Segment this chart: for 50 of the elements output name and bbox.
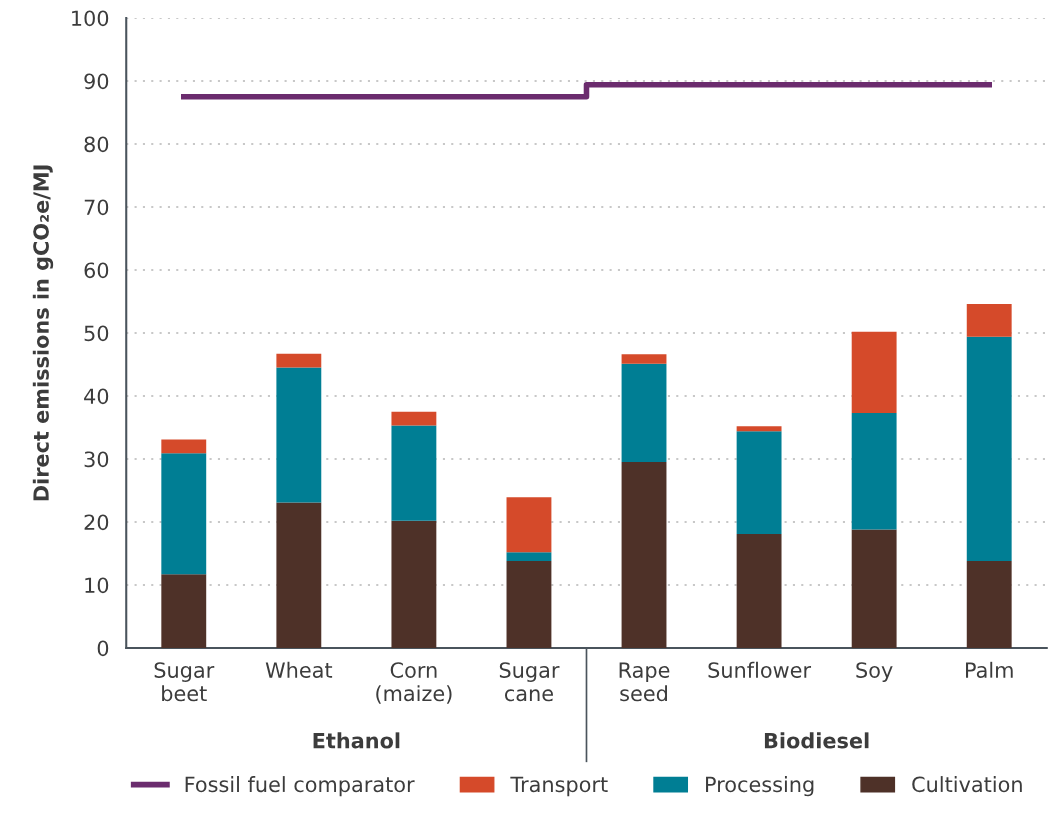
legend-label: Transport: [510, 776, 608, 797]
x-tick-label: Sugar beet: [154, 662, 215, 702]
bar: [621, 354, 667, 364]
bar: [391, 411, 437, 426]
bar: [161, 439, 207, 454]
bar: [621, 363, 667, 463]
legend-label: Processing: [706, 776, 814, 797]
x-tick-label: Corn (maize): [376, 662, 452, 704]
bar: [966, 336, 1012, 561]
y-tick-label: 50: [84, 325, 109, 342]
y-tick-label: 20: [84, 514, 109, 531]
y-axis-title: Direct emissions in gCO₂e/MJ: [32, 165, 54, 501]
x-tick-label: Sugar cane: [499, 662, 560, 702]
bar: [506, 497, 552, 553]
text: Ethanol: [313, 732, 400, 749]
x-tick-label: Soy: [856, 662, 893, 682]
bar: [391, 425, 437, 521]
y-tick-label: 10: [85, 577, 109, 594]
legend-label: Fossil fuel comparator: [185, 776, 415, 797]
bar: [391, 520, 437, 648]
bar: [506, 552, 552, 561]
y-tick-label: 80: [84, 136, 109, 153]
x-tick-label: Palm: [966, 661, 1013, 678]
text: Biodiesel: [764, 732, 869, 749]
bar: [851, 331, 897, 413]
bar: [736, 431, 782, 534]
x-tick-label: Wheat: [265, 661, 333, 678]
y-tick-label: 70: [84, 199, 109, 216]
bar: [276, 367, 322, 503]
y-tick-label: 30: [84, 451, 109, 468]
x-tick-label: Rape seed: [619, 662, 670, 702]
y-tick-label: 90: [84, 73, 109, 90]
bar: [736, 533, 782, 648]
bar: [966, 560, 1012, 648]
bar: [621, 462, 667, 648]
y-tick-label: 40: [84, 388, 109, 405]
x-tick-label: Sunflower: [708, 661, 812, 678]
bar: [161, 453, 207, 575]
bar: [966, 303, 1012, 337]
y-tick-label: 0: [97, 640, 109, 657]
bar: [506, 560, 552, 648]
y-tick-label: 100: [72, 10, 109, 27]
bar: [276, 353, 322, 368]
legend-label: Cultivation: [912, 776, 1022, 793]
bar: [276, 502, 322, 648]
y-tick-label: 60: [84, 262, 109, 279]
bar: [161, 574, 207, 648]
bar: [851, 529, 897, 648]
bar: [851, 412, 897, 530]
bar: [736, 426, 782, 432]
